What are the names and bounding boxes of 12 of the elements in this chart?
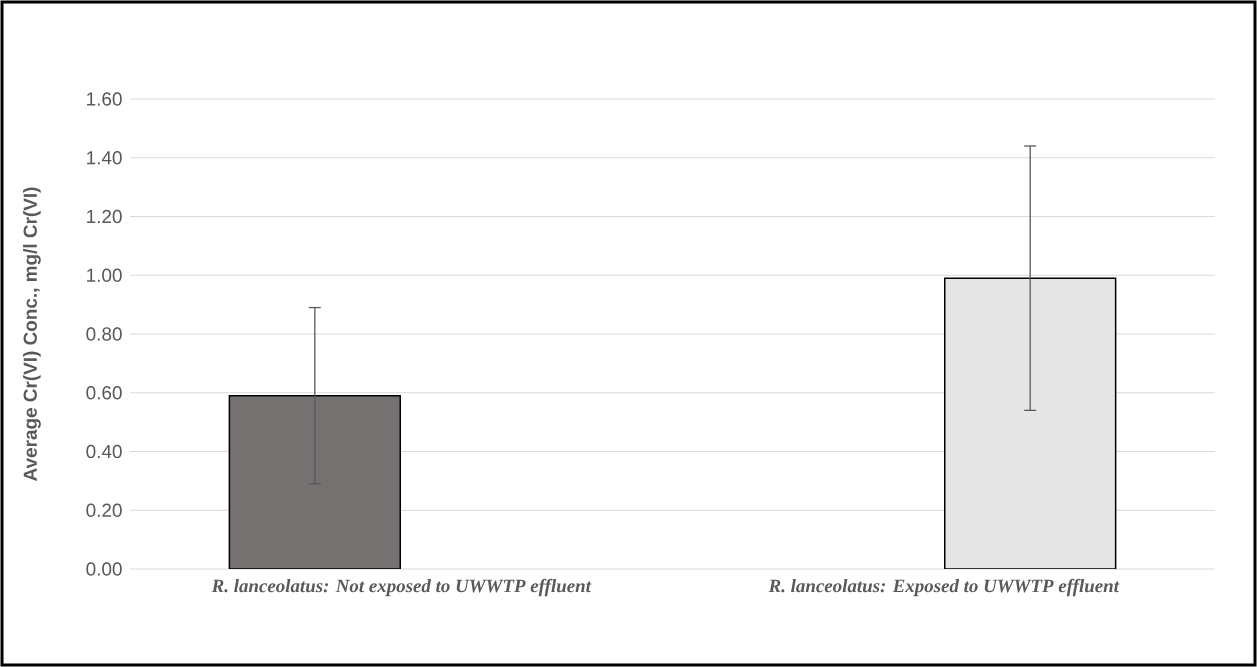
- y-tick-label: 0.40: [86, 444, 122, 459]
- y-tick-label: 1.20: [87, 209, 122, 224]
- x-tick-label: R. lanceolatus: Not exposed to UWWTP effluent: [211, 578, 592, 597]
- y-tick-label: 1.60: [87, 92, 122, 106]
- y-tick-label: 1.00: [87, 268, 122, 282]
- y-tick-label: 0.20: [86, 503, 122, 517]
- y-tick-label: 0.00: [86, 562, 122, 576]
- x-tick-label: R. lanceolatus: Exposed to UWWTP effluent: [768, 578, 1120, 597]
- y-tick-label: 0.80: [86, 327, 122, 341]
- y-axis-title: Average Cr(VI) Conc., mg/l Cr(VI): [23, 187, 41, 481]
- y-tick-label: 1.40: [87, 151, 122, 165]
- y-tick-label: 0.60: [86, 386, 122, 400]
